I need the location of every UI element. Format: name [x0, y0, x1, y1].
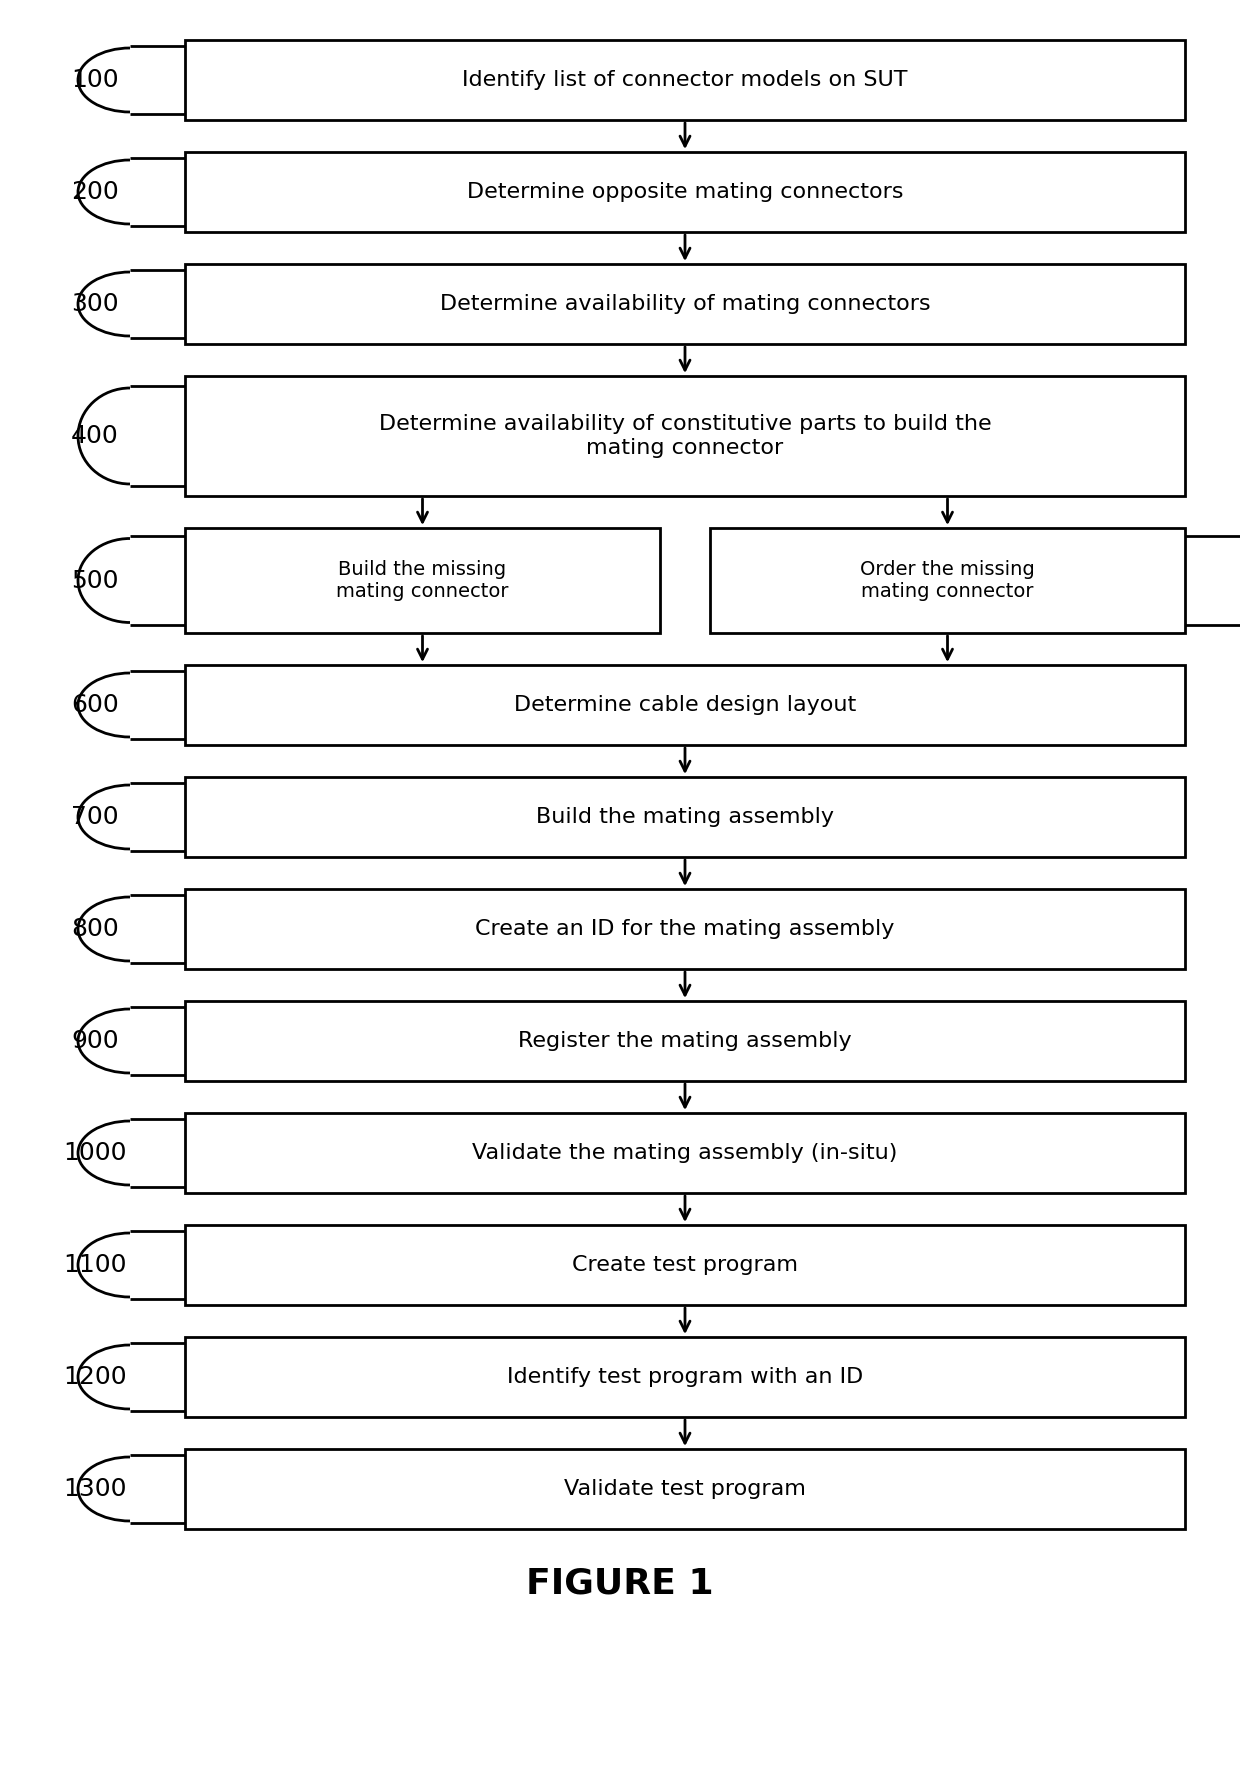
Text: Determine opposite mating connectors: Determine opposite mating connectors	[466, 182, 903, 202]
Bar	[185, 1224, 1185, 1306]
Text: 300: 300	[71, 292, 119, 317]
Text: Order the missing
mating connector: Order the missing mating connector	[861, 561, 1035, 601]
Text: 200: 200	[71, 180, 119, 203]
Text: Register the mating assembly: Register the mating assembly	[518, 1031, 852, 1051]
Text: 400: 400	[71, 425, 119, 448]
Text: Determine availability of constitutive parts to build the
mating connector: Determine availability of constitutive p…	[378, 414, 991, 458]
Bar	[185, 527, 660, 633]
Text: Identify list of connector models on SUT: Identify list of connector models on SUT	[463, 71, 908, 90]
Bar	[185, 1449, 1185, 1528]
Bar	[711, 527, 1185, 633]
Text: Determine availability of mating connectors: Determine availability of mating connect…	[440, 294, 930, 315]
Text: FIGURE 1: FIGURE 1	[526, 1567, 714, 1601]
Bar	[185, 1113, 1185, 1192]
Bar	[185, 665, 1185, 745]
Bar	[185, 377, 1185, 495]
Text: Validate the mating assembly (in-situ): Validate the mating assembly (in-situ)	[472, 1143, 898, 1162]
Bar	[185, 890, 1185, 969]
Text: Determine cable design layout: Determine cable design layout	[513, 695, 856, 715]
Text: 700: 700	[71, 805, 119, 830]
Bar	[185, 777, 1185, 856]
Bar	[185, 264, 1185, 343]
Text: 600: 600	[71, 693, 119, 716]
Text: Build the mating assembly: Build the mating assembly	[536, 807, 835, 826]
Text: 100: 100	[71, 67, 119, 92]
Text: 800: 800	[71, 916, 119, 941]
Text: 1000: 1000	[63, 1141, 126, 1166]
Text: 500: 500	[71, 568, 119, 593]
Text: 1300: 1300	[63, 1477, 126, 1502]
Bar	[185, 1337, 1185, 1417]
Text: 1100: 1100	[63, 1252, 126, 1277]
Text: Identify test program with an ID: Identify test program with an ID	[507, 1367, 863, 1387]
Text: 1200: 1200	[63, 1366, 126, 1389]
Bar	[185, 41, 1185, 120]
Text: Create an ID for the mating assembly: Create an ID for the mating assembly	[475, 920, 895, 939]
Bar	[185, 1001, 1185, 1081]
Bar	[185, 152, 1185, 232]
Text: 900: 900	[71, 1030, 119, 1053]
Text: Create test program: Create test program	[572, 1254, 799, 1275]
Text: Build the missing
mating connector: Build the missing mating connector	[336, 561, 508, 601]
Text: Validate test program: Validate test program	[564, 1479, 806, 1498]
